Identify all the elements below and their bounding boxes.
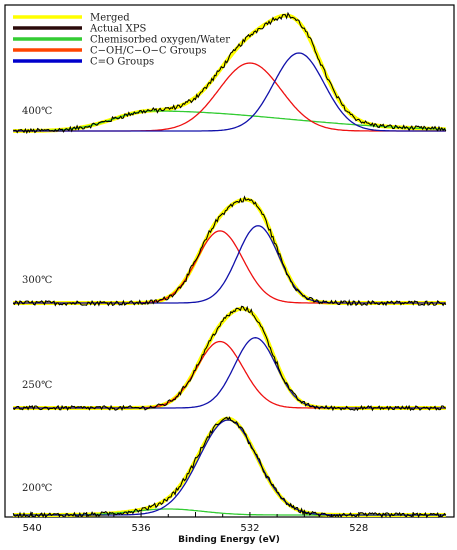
- actual-xps-line-1: [12, 195, 447, 307]
- temperature-label-0: 400℃: [22, 106, 52, 117]
- panel-0: 400℃: [13, 11, 447, 135]
- panels-layer: 400℃ 300℃ 250℃ 200℃: [12, 11, 447, 519]
- x-axis-title: Binding Energy (eV): [178, 535, 280, 545]
- temperature-label-1: 300℃: [22, 275, 52, 286]
- plot-frame: [4, 4, 455, 518]
- c_o-peak-1: [13, 225, 446, 304]
- c_o-peak-2: [13, 337, 446, 409]
- legend-label-3: C−OH/C−O−C Groups: [90, 46, 207, 57]
- c_o-peak-0: [13, 52, 446, 132]
- legend-label-1: Actual XPS: [89, 24, 146, 35]
- x-axis: 540 536 532 528: [23, 512, 441, 534]
- actual-xps-line-0: [13, 11, 447, 135]
- x-tick-label-532: 532: [240, 523, 259, 534]
- temperature-label-3: 200℃: [22, 483, 52, 494]
- merged-line-2: [13, 306, 446, 410]
- x-tick-label-528: 528: [349, 523, 368, 534]
- merged-line-1: [13, 197, 446, 305]
- legend-label-0: Merged: [90, 13, 130, 24]
- x-tick-label-540: 540: [23, 523, 42, 534]
- x-tick-label-536: 536: [132, 523, 151, 534]
- panel-2: 250℃: [12, 305, 447, 412]
- panel-1: 300℃: [12, 195, 447, 307]
- actual-xps-line-2: [12, 305, 447, 412]
- panel-3: 200℃: [12, 416, 447, 519]
- c_oh-peak-0: [13, 62, 446, 132]
- merged-line-3: [13, 416, 446, 517]
- temperature-label-2: 250℃: [22, 380, 52, 391]
- legend-label-4: C=O Groups: [90, 57, 154, 68]
- legend-label-2: Chemisorbed oxygen/Water: [90, 35, 230, 46]
- actual-xps-line-3: [12, 416, 447, 519]
- c_o-peak-3: [13, 419, 446, 516]
- c_oh-peak-1: [13, 230, 446, 304]
